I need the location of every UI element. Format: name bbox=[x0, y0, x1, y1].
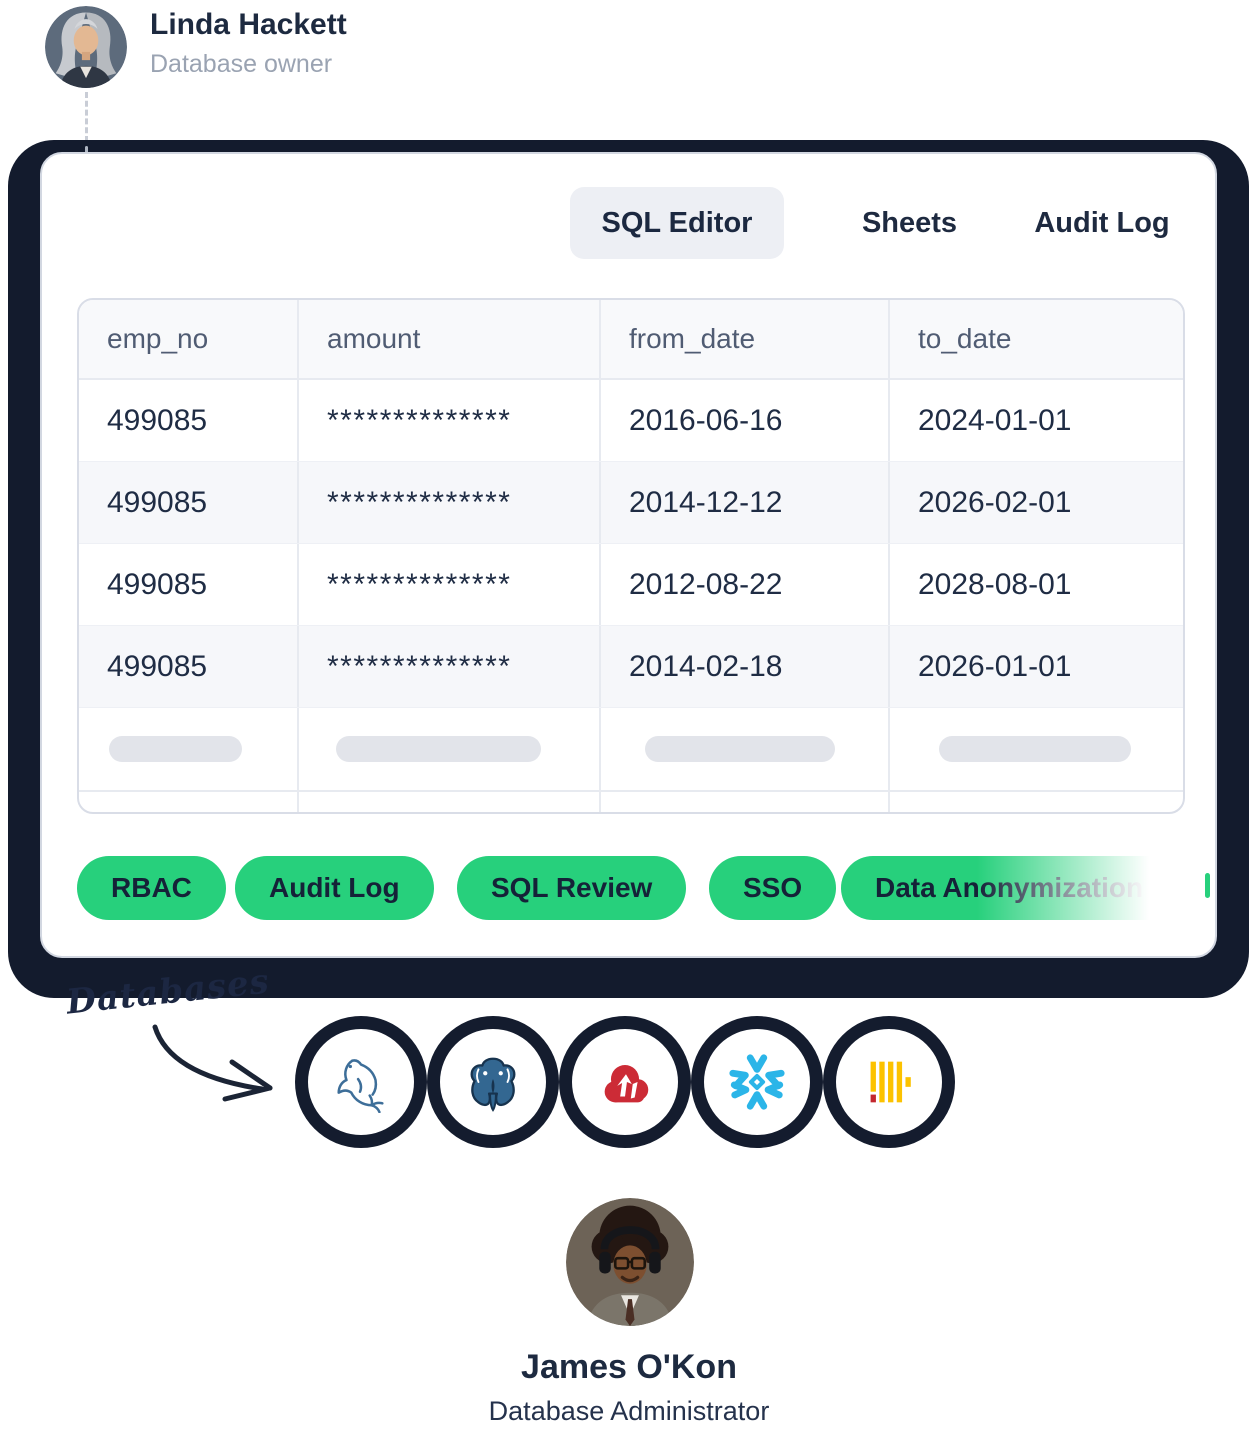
database-icon-mysql bbox=[308, 1029, 414, 1135]
cell-to-date: 2026-01-01 bbox=[918, 649, 1072, 683]
feature-pill-rbac[interactable]: RBAC bbox=[77, 856, 226, 920]
tab-sheets[interactable]: Sheets bbox=[861, 206, 958, 239]
mysql-dolphin-icon bbox=[337, 1059, 384, 1113]
table-row-loading bbox=[79, 708, 1183, 792]
skeleton-bar bbox=[939, 736, 1131, 762]
clickhouse-bars-icon bbox=[870, 1061, 911, 1103]
database-icon-clickhouse bbox=[836, 1029, 942, 1135]
cell-emp-no: 499085 bbox=[79, 626, 299, 707]
tidb-cloud-icon bbox=[604, 1065, 649, 1103]
cell-amount-masked: ************** bbox=[299, 380, 601, 461]
table-row: 499085 ************** 2012-08-22 2028-08… bbox=[79, 544, 1183, 626]
column-header-emp-no: emp_no bbox=[79, 300, 299, 378]
postgresql-elephant-icon bbox=[470, 1057, 516, 1112]
table-header-row: emp_no amount from_date to_date bbox=[79, 300, 1183, 380]
database-icon-postgresql bbox=[440, 1029, 546, 1135]
cell-emp-no: 499085 bbox=[79, 462, 299, 543]
owner-connector-line bbox=[85, 92, 88, 142]
owner-name: Linda Hackett bbox=[150, 8, 347, 41]
cell-amount-masked: ************** bbox=[299, 626, 601, 707]
table-row: 499085 ************** 2016-06-16 2024-01… bbox=[79, 380, 1183, 462]
skeleton-bar bbox=[336, 736, 541, 762]
cell-emp-no: 499085 bbox=[79, 544, 299, 625]
tab-sql-editor[interactable]: SQL Editor bbox=[570, 187, 784, 259]
database-icon-snowflake bbox=[704, 1029, 810, 1135]
cell-from-date: 2016-06-16 bbox=[601, 380, 890, 461]
column-header-to-date: to_date bbox=[918, 323, 1012, 354]
admin-name: James O'Kon bbox=[521, 1348, 737, 1386]
skeleton-bar bbox=[109, 736, 242, 762]
admin-portrait-icon bbox=[566, 1198, 694, 1326]
avatar-database-administrator bbox=[566, 1198, 694, 1326]
feature-pill-sso[interactable]: SSO bbox=[709, 856, 837, 920]
cell-to-date: 2026-02-01 bbox=[918, 485, 1072, 519]
cell-to-date: 2024-01-01 bbox=[918, 403, 1072, 437]
cell-emp-no: 499085 bbox=[79, 380, 299, 461]
table-row-empty bbox=[79, 792, 1183, 812]
table-row: 499085 ************** 2014-12-12 2026-02… bbox=[79, 462, 1183, 544]
owner-role: Database owner bbox=[150, 50, 333, 78]
owner-portrait-icon bbox=[45, 6, 127, 88]
cell-amount-masked: ************** bbox=[299, 462, 601, 543]
skeleton-bar bbox=[645, 736, 835, 762]
feature-pill-sql-review[interactable]: SQL Review bbox=[457, 856, 687, 920]
pill-fade-overlay bbox=[977, 850, 1192, 926]
avatar-database-owner bbox=[45, 6, 127, 88]
feature-pill-audit-log[interactable]: Audit Log bbox=[235, 856, 434, 920]
cell-from-date: 2014-02-18 bbox=[601, 626, 890, 707]
column-header-from-date: from_date bbox=[601, 300, 890, 378]
cell-from-date: 2012-08-22 bbox=[601, 544, 890, 625]
next-pill-sliver bbox=[1205, 873, 1210, 898]
table-row: 499085 ************** 2014-02-18 2026-01… bbox=[79, 626, 1183, 708]
cell-amount-masked: ************** bbox=[299, 544, 601, 625]
database-icon-tidb bbox=[572, 1029, 678, 1135]
column-header-amount: amount bbox=[299, 300, 601, 378]
snowflake-icon bbox=[729, 1054, 785, 1110]
tab-audit-log[interactable]: Audit Log bbox=[1034, 206, 1170, 239]
curved-arrow-icon bbox=[152, 1024, 273, 1102]
admin-role: Database Administrator bbox=[488, 1396, 770, 1426]
sql-editor-card: SQL Editor Sheets Audit Log emp_no amoun… bbox=[40, 152, 1217, 958]
cell-from-date: 2014-12-12 bbox=[601, 462, 890, 543]
query-result-table: emp_no amount from_date to_date 499085 *… bbox=[77, 298, 1185, 814]
cell-to-date: 2028-08-01 bbox=[918, 567, 1072, 601]
